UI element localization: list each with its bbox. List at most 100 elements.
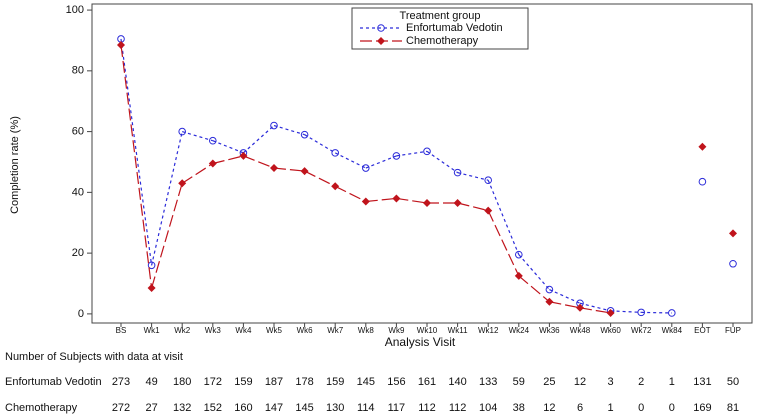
table-cell: 114: [357, 402, 375, 414]
line-segment: [487, 210, 520, 277]
x-tick-label: Wk36: [539, 326, 560, 335]
line-segment: [610, 310, 642, 313]
table-cell: 12: [574, 376, 586, 388]
table-cell: 130: [326, 402, 344, 414]
y-tick-label: 40: [72, 186, 84, 198]
table-cell: 169: [693, 402, 711, 414]
x-tick-label: Wk24: [509, 326, 530, 335]
line-segment: [396, 150, 428, 157]
table-cell: 12: [543, 402, 555, 414]
table-title: Number of Subjects with data at visit: [5, 351, 183, 363]
point: [484, 206, 493, 215]
table-cell: 1: [608, 402, 614, 414]
table-cell: 152: [204, 402, 222, 414]
x-tick-label: EOT: [694, 326, 711, 335]
point: [270, 121, 278, 130]
line-segment: [243, 155, 275, 169]
table-cell: 187: [265, 376, 283, 388]
point: [300, 130, 309, 139]
table-cell: 112: [418, 402, 436, 414]
legend-label: Chemotherapy: [406, 35, 479, 47]
x-tick-label: Wk10: [417, 326, 438, 335]
table-cell: 159: [326, 376, 344, 388]
table-cell: 133: [479, 376, 497, 388]
table-cell: 1: [669, 376, 675, 388]
point: [117, 41, 125, 50]
y-tick-label: 20: [72, 247, 84, 259]
y-tick-label: 80: [72, 65, 84, 77]
x-tick-label: Wk84: [662, 326, 683, 335]
line-segment: [579, 302, 611, 312]
table-cell: 145: [295, 402, 313, 414]
table-cell: 159: [234, 376, 252, 388]
x-tick-label: Wk11: [448, 326, 468, 335]
x-tick-label: Wk9: [388, 326, 405, 335]
point: [392, 194, 401, 203]
table-cell: 6: [577, 402, 583, 414]
table-cell: 145: [357, 376, 375, 388]
point: [606, 308, 615, 317]
line-segment: [365, 155, 397, 169]
line-segment: [641, 311, 672, 314]
line-segment: [579, 307, 611, 314]
table-cell: 25: [543, 376, 555, 388]
table-cell: 59: [513, 376, 525, 388]
point: [668, 309, 676, 317]
point: [361, 197, 370, 206]
point: [362, 164, 370, 172]
table-cell: 147: [265, 402, 283, 414]
x-tick-label: Wk72: [631, 326, 652, 335]
legend-label: Enfortumab Vedotin: [406, 22, 503, 34]
table-cell: 180: [173, 376, 191, 388]
line-segment: [243, 125, 275, 154]
table-cell: 81: [727, 402, 739, 414]
table-cell: 132: [173, 402, 191, 414]
y-tick-label: 100: [66, 4, 84, 16]
line-segment: [396, 197, 428, 204]
point: [576, 303, 584, 312]
x-tick-label: Wk4: [235, 326, 252, 335]
point: [637, 308, 646, 317]
line-segment: [334, 185, 367, 203]
table-cell: 172: [204, 376, 222, 388]
point: [270, 164, 278, 173]
x-axis-label: Analysis Visit: [385, 335, 456, 349]
point: [515, 250, 523, 259]
x-tick-label: Wk2: [174, 326, 191, 335]
table-cell: 0: [638, 402, 644, 414]
point: [484, 176, 493, 185]
point: [331, 182, 340, 191]
legend-marker: [377, 24, 385, 32]
line-segment: [273, 124, 305, 136]
line-segment: [518, 254, 550, 290]
x-tick-label: Wk1: [144, 326, 161, 335]
line-segment: [212, 155, 244, 165]
line-segment: [182, 131, 213, 142]
point: [147, 284, 156, 293]
table-cell: 2: [638, 376, 644, 388]
point: [545, 285, 554, 294]
x-tick-label: Wk6: [297, 326, 314, 335]
table-cell: 50: [727, 376, 739, 388]
x-tick-label: Wk12: [478, 326, 499, 335]
y-axis-label: Completion rate (%): [9, 116, 21, 214]
point: [209, 136, 217, 145]
line-segment: [334, 152, 367, 169]
table-cell: 160: [234, 402, 252, 414]
point: [729, 259, 737, 268]
line-segment: [304, 134, 336, 154]
line-segment: [457, 202, 489, 212]
line-segment: [181, 162, 214, 184]
x-tick-label: Wk3: [205, 326, 222, 335]
point: [423, 198, 431, 207]
x-tick-label: Wk8: [358, 326, 375, 335]
table-cell: 104: [479, 402, 497, 414]
line-segment: [457, 172, 489, 181]
point: [453, 198, 462, 207]
point: [147, 261, 156, 270]
legend-title: Treatment group: [400, 10, 481, 22]
line-segment: [212, 140, 244, 154]
point: [514, 271, 523, 280]
x-tick-label: Wk48: [570, 326, 591, 335]
